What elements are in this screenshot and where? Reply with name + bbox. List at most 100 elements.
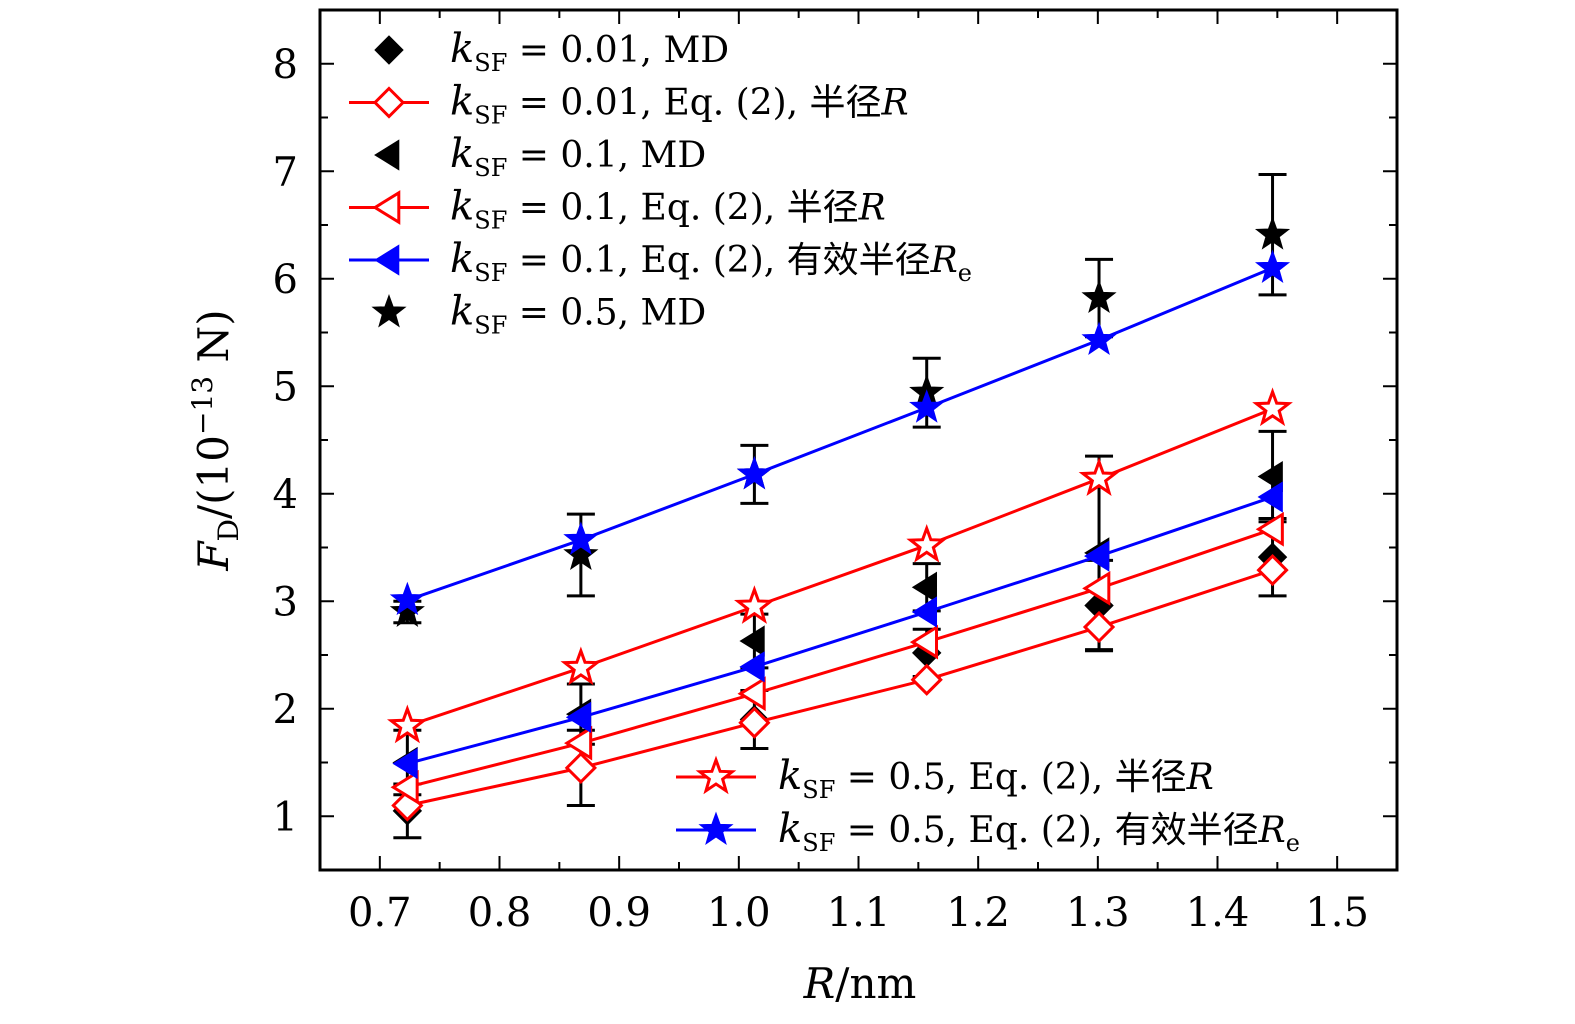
legend-text: = 0.1, MD <box>507 135 706 176</box>
legend-text: = 0.5, Eq. (2), 半径 <box>835 757 1186 798</box>
y-tick-label: 8 <box>273 42 298 88</box>
y-tick-label: 3 <box>273 579 298 625</box>
data-point-triangle-left-filled-000000 <box>739 625 765 657</box>
data-point-star-filled-0000ff <box>1254 249 1291 283</box>
legend-label: kSF = 0.5, MD <box>450 289 706 340</box>
data-point-star-open-ff0000 <box>387 704 428 744</box>
data-point-triangle-left-filled-0000ff <box>739 651 765 683</box>
x-tick-label: 1.3 <box>1066 890 1130 936</box>
legend-r: R <box>1258 810 1286 851</box>
x-tick-label: 1.5 <box>1305 890 1369 936</box>
legend-k: k <box>450 79 474 125</box>
legend-marker-triangle-left-filled-0000ff <box>374 244 400 276</box>
legend-r: R <box>930 240 958 281</box>
data-point-triangle-left-open-ff0000 <box>737 676 766 712</box>
legend-label: kSF = 0.01, Eq. (2), 半径R <box>450 79 909 130</box>
data-point-diamond-open-ff0000 <box>1082 610 1116 644</box>
data-point-star-filled-0000ff <box>909 389 945 423</box>
legend-text: = 0.1, Eq. (2), 有效半径 <box>507 240 930 281</box>
legend-subscript: SF <box>474 102 507 130</box>
legend-k: k <box>450 289 474 335</box>
data-point-star-filled-0000ff <box>563 521 599 555</box>
legend-subscript: SF <box>802 776 835 804</box>
series-line-triangle-left-open-ff0000 <box>406 527 1274 789</box>
data-point-triangle-left-open-ff0000 <box>564 725 593 761</box>
data-point-star-filled-000000 <box>1254 216 1291 250</box>
x-tick-label: 1.4 <box>1186 890 1250 936</box>
data-point-star-filled-000000 <box>563 536 599 570</box>
data-point-diamond-open-ff0000 <box>738 706 771 739</box>
y-tick-label: 4 <box>273 472 298 518</box>
x-tick-label: 0.7 <box>348 890 412 936</box>
data-point-star-filled-0000ff <box>1081 321 1117 355</box>
series-line-diamond-open-ff0000 <box>407 568 1274 807</box>
legend-k: k <box>450 236 474 282</box>
legend-label: kSF = 0.5, Eq. (2), 有效半径Re <box>778 806 1300 857</box>
legend-subscript: SF <box>474 207 507 235</box>
data-point-triangle-left-filled-000000 <box>911 571 938 603</box>
data-point-star-filled-000000 <box>389 593 425 627</box>
y-tick-label: 1 <box>273 794 298 840</box>
data-point-triangle-left-filled-0000ff <box>1257 481 1283 513</box>
legend-marker-star-filled-0000ff <box>698 811 734 845</box>
series-line-star-open-ff0000 <box>406 407 1274 728</box>
x-axis-label: R/nm <box>803 959 917 1008</box>
legend-marker-star-filled-000000 <box>371 294 407 328</box>
legend-k: k <box>450 131 474 177</box>
y-tick-label: 6 <box>273 257 298 303</box>
legend-r-subscript: e <box>958 259 972 287</box>
legend-label: kSF = 0.1, Eq. (2), 有效半径Re <box>450 236 972 287</box>
legend-subscript: SF <box>474 154 507 182</box>
legend-r: R <box>858 188 886 229</box>
legend-label: kSF = 0.5, Eq. (2), 半径R <box>778 753 1214 804</box>
data-point-diamond-open-ff0000 <box>910 663 943 696</box>
data-point-star-filled-0000ff <box>389 581 425 616</box>
data-point-diamond-open-ff0000 <box>1256 553 1289 587</box>
data-point-star-open-ff0000 <box>906 523 948 563</box>
legend-subscript: SF <box>474 312 507 340</box>
legend-label: kSF = 0.1, MD <box>450 131 706 182</box>
y-tick-label: 5 <box>273 364 298 410</box>
data-point-triangle-left-filled-0000ff <box>565 701 592 733</box>
legend-subscript: SF <box>802 829 835 857</box>
series-line-star-filled-0000ff <box>406 266 1274 602</box>
legend-text: = 0.5, Eq. (2), 有效半径 <box>835 810 1258 851</box>
y-tick-label: 7 <box>273 149 298 195</box>
legend-marker-diamond-filled-000000 <box>374 35 404 65</box>
legend-k: k <box>778 806 802 852</box>
x-tick-label: 1.0 <box>707 890 771 936</box>
data-point-star-open-ff0000 <box>734 585 775 624</box>
legend-label: kSF = 0.1, Eq. (2), 半径R <box>450 184 886 235</box>
x-tick-label: 1.1 <box>827 890 891 936</box>
data-point-star-open-ff0000 <box>1252 387 1293 427</box>
data-point-diamond-open-ff0000 <box>564 751 597 784</box>
legend-subscript: SF <box>474 259 507 287</box>
legend-text: = 0.1, Eq. (2), 半径 <box>507 188 858 229</box>
data-point-triangle-left-filled-0000ff <box>1084 540 1110 572</box>
plot-frame <box>318 8 1399 872</box>
series-line-triangle-left-filled-0000ff <box>406 495 1274 766</box>
x-tick-label: 1.2 <box>946 890 1010 936</box>
data-point-star-filled-0000ff <box>736 455 772 490</box>
legend-label: kSF = 0.01, MD <box>450 26 729 77</box>
legend-k: k <box>450 26 474 72</box>
data-point-triangle-left-open-ff0000 <box>1255 511 1284 547</box>
legend-k: k <box>450 184 474 230</box>
legend-marker-triangle-left-open-ff0000 <box>372 190 401 225</box>
x-tick-label: 0.8 <box>468 890 532 936</box>
legend-text: = 0.5, MD <box>507 293 706 334</box>
legend-r-subscript: e <box>1286 829 1300 857</box>
legend-marker-star-open-ff0000 <box>695 755 737 795</box>
data-point-triangle-left-open-ff0000 <box>909 624 939 660</box>
legend-r: R <box>1186 757 1214 798</box>
legend-k: k <box>778 753 802 799</box>
data-point-star-open-ff0000 <box>1078 457 1120 497</box>
data-point-triangle-left-open-ff0000 <box>390 769 419 805</box>
data-point-star-open-ff0000 <box>560 646 602 686</box>
x-tick-label: 0.9 <box>587 890 651 936</box>
y-axis-label: FD/(10−13 N) <box>186 309 245 571</box>
legend-subscript: SF <box>474 49 507 77</box>
data-point-triangle-left-filled-0000ff <box>392 747 418 780</box>
legend-r: R <box>881 83 909 124</box>
